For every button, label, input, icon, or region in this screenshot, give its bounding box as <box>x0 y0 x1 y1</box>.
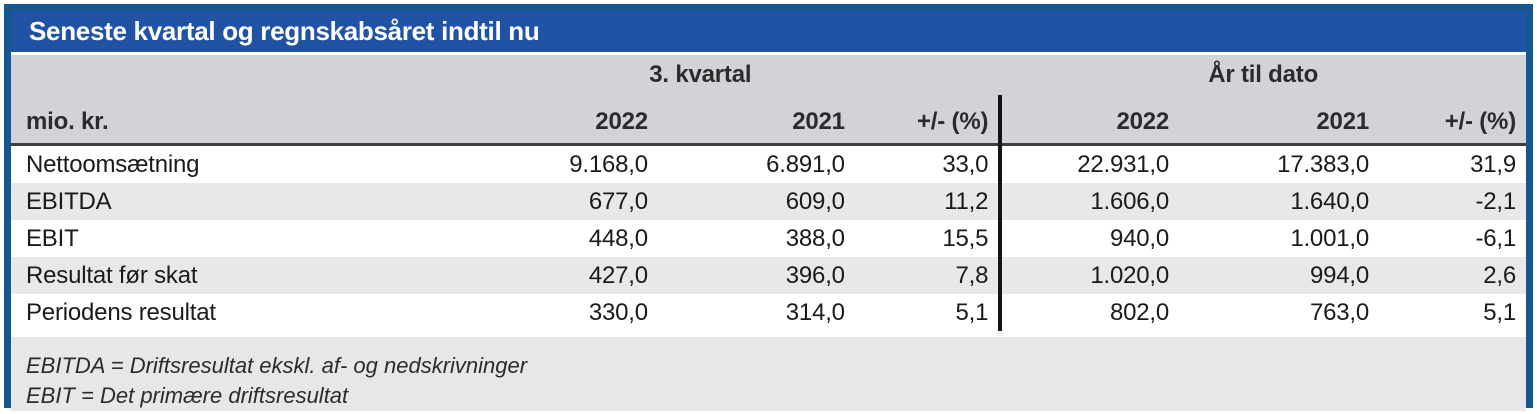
cell-value: 7,8 <box>854 257 1001 294</box>
row-label: Nettoomsætning <box>11 144 401 183</box>
group-header-row: 3. kvartal År til dato <box>11 55 1526 95</box>
cell-value: 31,9 <box>1379 144 1526 183</box>
table-row: EBIT 448,0 388,0 15,5 940,0 1.001,0 -6,1 <box>11 220 1526 257</box>
table-title: Seneste kvartal og regnskabsåret indtil … <box>29 16 540 46</box>
cell-value: 388,0 <box>657 220 855 257</box>
cell-value: 763,0 <box>1179 294 1379 331</box>
cell-value: 11,2 <box>854 183 1001 220</box>
cell-value: 994,0 <box>1179 257 1379 294</box>
column-header: 2022 <box>400 95 658 146</box>
footnotes-area: EBITDA = Driftsresultat ekskl. af- og ne… <box>11 337 1526 411</box>
column-header: 2021 <box>657 95 855 146</box>
cell-value: -2,1 <box>1379 183 1526 220</box>
cell-value: 5,1 <box>1379 294 1526 331</box>
cell-value: 9.168,0 <box>400 144 658 183</box>
cell-value: 2,6 <box>1379 257 1526 294</box>
table-title-bar: Seneste kvartal og regnskabsåret indtil … <box>11 11 1526 52</box>
divider <box>11 52 1526 55</box>
column-header: +/- (%) <box>854 95 1001 146</box>
results-table: 3. kvartal År til dato mio. kr. 2022 2021… <box>11 55 1526 331</box>
table-row: Nettoomsætning 9.168,0 6.891,0 33,0 22.931,0… <box>11 144 1526 183</box>
column-header: +/- (%) <box>1379 95 1526 146</box>
row-label: Resultat før skat <box>11 257 401 294</box>
group-header-ytd: År til dato <box>1000 55 1526 95</box>
divider <box>11 331 1526 334</box>
cell-value: 5,1 <box>854 294 1001 331</box>
cell-value: 1.020,0 <box>998 257 1180 294</box>
column-header: 2021 <box>1179 95 1379 146</box>
cell-value: 940,0 <box>998 220 1180 257</box>
cell-value: -6,1 <box>1379 220 1526 257</box>
cell-value: 6.891,0 <box>657 144 855 183</box>
footnote-ebit: EBIT = Det primære driftsresultat <box>26 383 349 408</box>
cell-value: 448,0 <box>400 220 658 257</box>
cell-value: 427,0 <box>400 257 658 294</box>
cell-value: 1.606,0 <box>998 183 1180 220</box>
row-label: EBIT <box>11 220 401 257</box>
unit-label: mio. kr. <box>11 95 401 146</box>
cell-value: 22.931,0 <box>998 144 1180 183</box>
cell-value: 33,0 <box>854 144 1001 183</box>
cell-value: 1.001,0 <box>1179 220 1379 257</box>
table-row: Resultat før skat 427,0 396,0 7,8 1.020,0 994… <box>11 257 1526 294</box>
column-header: 2022 <box>998 95 1180 146</box>
cell-value: 330,0 <box>400 294 658 331</box>
column-header-row: mio. kr. 2022 2021 +/- (%) 2022 2021 +/- (%) <box>11 95 1526 146</box>
row-label: EBITDA <box>11 183 401 220</box>
financial-results-card: Seneste kvartal og regnskabsåret indtil … <box>4 4 1533 411</box>
cell-value: 314,0 <box>657 294 855 331</box>
cell-value: 609,0 <box>657 183 855 220</box>
group-header-quarter: 3. kvartal <box>400 55 1001 95</box>
group-header-spacer <box>11 55 401 95</box>
cell-value: 1.640,0 <box>1179 183 1379 220</box>
cell-value: 802,0 <box>998 294 1180 331</box>
table-row: EBITDA 677,0 609,0 11,2 1.606,0 1.640,0 -2,1 <box>11 183 1526 220</box>
row-label: Periodens resultat <box>11 294 401 331</box>
footnote-ebitda: EBITDA = Driftsresultat ekskl. af- og ne… <box>26 353 528 378</box>
table-row: Periodens resultat 330,0 314,0 5,1 802,0 763,… <box>11 294 1526 331</box>
cell-value: 15,5 <box>854 220 1001 257</box>
cell-value: 396,0 <box>657 257 855 294</box>
cell-value: 17.383,0 <box>1179 144 1379 183</box>
cell-value: 677,0 <box>400 183 658 220</box>
